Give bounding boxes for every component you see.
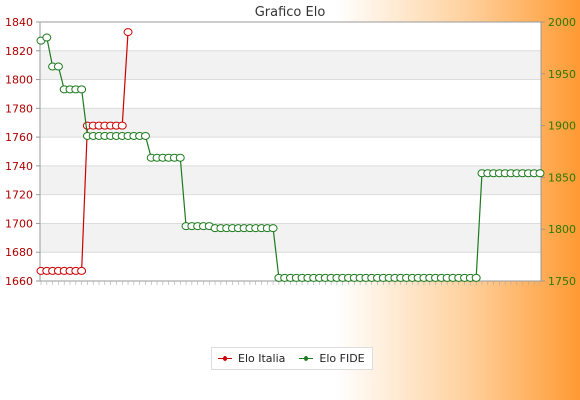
series-elo-italia: [36, 28, 133, 275]
legend-item-elo-fide: Elo FIDE: [299, 352, 365, 365]
elo-fide-point: [42, 33, 52, 42]
left-tick-label: 1820: [5, 45, 33, 58]
elo-italia-point: [117, 121, 127, 130]
legend-item-elo-italia: Elo Italia: [218, 352, 285, 365]
grid-band: [40, 223, 541, 253]
legend: Elo Italia Elo FIDE: [211, 347, 373, 370]
left-tick-label: 1800: [5, 74, 33, 87]
right-tick-label: 2000: [548, 16, 576, 29]
left-tick-label: 1680: [5, 246, 33, 259]
legend-label-elo-fide: Elo FIDE: [319, 352, 365, 365]
elo-fide-point: [175, 153, 185, 162]
left-tick-label: 1740: [5, 160, 33, 173]
right-tick-label: 1800: [548, 223, 576, 236]
elo-fide-point: [53, 62, 63, 71]
right-tick-label: 1850: [548, 171, 576, 184]
left-tick-label: 1840: [5, 16, 33, 29]
grid-band: [40, 50, 541, 80]
grid-bands: [39, 21, 542, 282]
chart-title: Grafico Elo: [255, 5, 326, 20]
left-tick-label: 1660: [5, 275, 33, 288]
left-tick-label: 1720: [5, 189, 33, 202]
right-tick-label: 1900: [548, 120, 576, 133]
elo-italia-point: [123, 28, 133, 37]
right-axis: 1750 1800 1850 1900 1950 2000: [541, 16, 576, 288]
legend-swatch-elo-italia: [218, 354, 232, 364]
right-tick-label: 1750: [548, 275, 576, 288]
elo-fide-point: [77, 85, 87, 94]
left-tick-label: 1760: [5, 131, 33, 144]
grid-band: [40, 165, 541, 195]
elo-fide-point: [535, 169, 545, 178]
elo-italia-point: [77, 266, 87, 275]
legend-swatch-elo-fide: [299, 354, 314, 364]
series-elo-fide: [36, 33, 545, 282]
elo-fide-point: [268, 224, 278, 233]
left-tick-label: 1700: [5, 217, 33, 230]
right-tick-label: 1950: [548, 68, 576, 81]
left-axis: 1660 1680 1700 1720 1740 1760 1780 1800 1820 1840: [5, 16, 40, 288]
elo-fide-point: [140, 131, 150, 140]
legend-label-elo-italia: Elo Italia: [238, 352, 286, 365]
elo-fide-point: [471, 273, 481, 282]
left-tick-label: 1780: [5, 102, 33, 115]
